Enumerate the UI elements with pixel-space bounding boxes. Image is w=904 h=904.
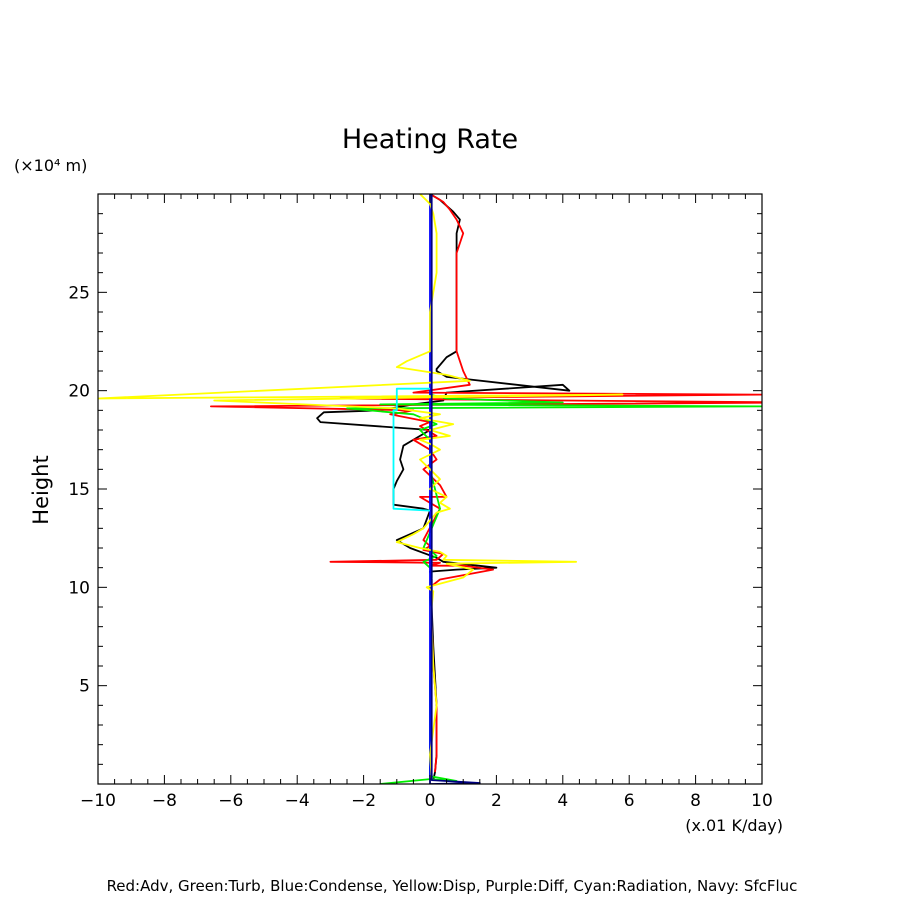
y-axis-label: Height: [29, 455, 53, 524]
series-line-1: [209, 194, 762, 773]
x-tick-label: 2: [491, 791, 502, 811]
x-tick-label: 6: [624, 791, 635, 811]
series-legend: Red:Adv, Green:Turb, Blue:Condense, Yell…: [107, 877, 798, 895]
x-tick-label: 8: [690, 791, 701, 811]
y-tick-label: 15: [68, 480, 90, 500]
chart-title: Heating Rate: [342, 124, 518, 155]
x-axis-unit-label: (x.01 K/day): [685, 816, 783, 835]
y-tick-label: 10: [68, 578, 90, 598]
series-line-0: [316, 194, 571, 781]
x-tick-label: −6: [218, 791, 243, 811]
x-tick-label: 0: [425, 791, 436, 811]
series-layer: [98, 194, 762, 784]
series-line-4: [98, 194, 624, 779]
series-line-6: [430, 194, 481, 784]
x-tick-label: −4: [285, 791, 310, 811]
y-tick-label: 20: [68, 382, 90, 402]
series-line-5: [392, 387, 431, 512]
x-tick-label: 4: [557, 791, 568, 811]
series-line-2: [346, 393, 762, 784]
y-axis-unit-label: (×10⁴ m): [14, 156, 87, 175]
axes-layer: −10 −8 −6 −4 −2 0 2 4 6 8 10 5 10 15 20 25: [68, 193, 773, 811]
y-tick-label: 5: [79, 677, 90, 697]
x-tick-label: −2: [351, 791, 376, 811]
x-tick-label: 10: [751, 791, 773, 811]
x-tick-label: −10: [80, 791, 116, 811]
y-tick-label: 25: [68, 283, 90, 303]
x-tick-label: −8: [152, 791, 177, 811]
